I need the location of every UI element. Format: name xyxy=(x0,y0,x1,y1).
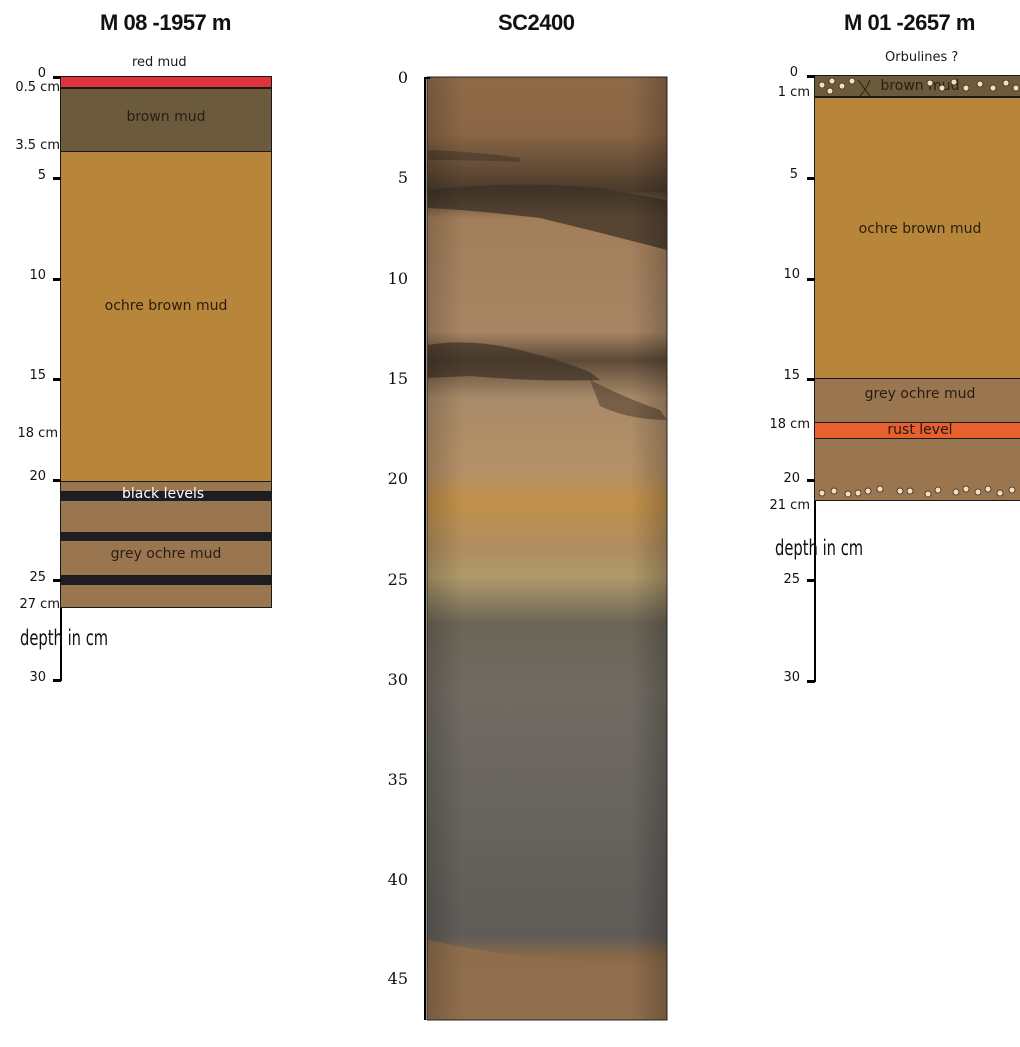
left-layer-grey-ochre-mid xyxy=(60,501,272,532)
right-core-title: M 01 -2657 m xyxy=(844,10,975,35)
right-boundary-1: 1 cm xyxy=(777,85,810,100)
left-layer-brown-mud: brown mud xyxy=(60,88,272,151)
left-layer-ochre-brown-mud: ochre brown mud xyxy=(60,151,272,481)
left-axis-label: depth in cm xyxy=(20,626,109,650)
left-tick-mark xyxy=(53,278,61,281)
left-grey-ochre-label: grey ochre mud xyxy=(110,546,222,562)
left-tick-15: 15 xyxy=(29,368,46,383)
left-tick-0: 0 xyxy=(37,66,46,81)
left-tick-30: 30 xyxy=(29,670,46,685)
right-layer-grey-ochre-mud: grey ochre mud xyxy=(814,378,1020,422)
core-image-shade xyxy=(427,77,667,1020)
right-ochre-label: ochre brown mud xyxy=(858,221,982,237)
left-layer-black-level-2 xyxy=(60,532,272,541)
core-tick-25: 25 xyxy=(387,570,408,589)
core-tick-15: 15 xyxy=(387,369,408,388)
left-boundary-3-5: 3.5 cm xyxy=(15,138,60,153)
left-tick-20: 20 xyxy=(29,469,46,484)
right-tick-mark xyxy=(807,479,815,482)
left-tick-mark xyxy=(53,177,61,180)
right-tick-25: 25 xyxy=(783,572,800,587)
middle-core-title: SC2400 xyxy=(498,10,575,35)
right-tick-mark xyxy=(807,177,815,180)
core-tick-mark xyxy=(424,77,430,79)
left-layer-black-level-1 xyxy=(60,491,272,501)
left-brown-mud-label: brown mud xyxy=(126,109,206,125)
right-tick-5: 5 xyxy=(789,167,798,182)
left-layer-grey-ochre-upper xyxy=(60,481,272,491)
left-core-title: M 08 -1957 m xyxy=(100,10,231,35)
core-tick-10: 10 xyxy=(387,269,408,288)
left-tick-mark xyxy=(53,76,61,79)
left-tick-mark xyxy=(53,679,61,682)
core-tick-0: 0 xyxy=(397,68,408,87)
right-tick-15: 15 xyxy=(783,368,800,383)
right-boundary-21: 21 cm xyxy=(769,498,811,513)
left-boundary-0-5: 0.5 cm xyxy=(15,80,60,95)
core-tick-30: 30 xyxy=(387,670,408,689)
core-tick-20: 20 xyxy=(387,469,408,488)
left-layer-grey-ochre-mud: grey ochre mud xyxy=(60,541,272,575)
right-layer-ochre-brown-mud: ochre brown mud xyxy=(814,97,1020,378)
left-tick-mark xyxy=(53,378,61,381)
right-tick-mark xyxy=(807,278,815,281)
left-boundary-27: 27 cm xyxy=(19,597,61,612)
right-tick-mark xyxy=(807,579,815,582)
right-layer-rust-level: rust level xyxy=(814,422,1020,439)
left-tick-25: 25 xyxy=(29,570,46,585)
right-grey-ochre-label: grey ochre mud xyxy=(864,386,976,402)
right-layer-brown-mud: brown mud xyxy=(814,75,1020,97)
core-tick-45: 45 xyxy=(387,969,408,988)
left-layer-red-mud xyxy=(60,76,272,88)
right-tick-mark xyxy=(807,75,815,78)
right-boundary-18: 18 cm xyxy=(769,417,811,432)
right-axis-label: depth in cm xyxy=(775,536,864,560)
right-top-label: Orbulines ? xyxy=(885,50,959,65)
core-tick-5: 5 xyxy=(397,168,408,187)
left-tick-mark xyxy=(53,579,61,582)
right-tick-mark xyxy=(807,378,815,381)
left-boundary-18: 18 cm xyxy=(17,426,59,441)
core-tick-35: 35 xyxy=(387,770,408,789)
right-rust-label: rust level xyxy=(887,422,953,438)
left-tick-mark xyxy=(53,479,61,482)
core-image-border xyxy=(426,76,668,1021)
left-tick-5: 5 xyxy=(37,168,46,183)
core-axis-line xyxy=(424,77,426,1020)
right-tick-20: 20 xyxy=(783,471,800,486)
right-tick-mark xyxy=(807,680,815,683)
left-layer-grey-ochre-bottom xyxy=(60,585,272,608)
left-top-label: red mud xyxy=(132,55,187,70)
left-ochre-label: ochre brown mud xyxy=(104,298,228,314)
left-tick-10: 10 xyxy=(29,268,46,283)
left-black-levels-label: black levels xyxy=(122,486,205,502)
right-tick-30: 30 xyxy=(783,670,800,685)
right-tick-10: 10 xyxy=(783,267,800,282)
core-tick-40: 40 xyxy=(387,870,408,889)
right-tick-0: 0 xyxy=(789,65,798,80)
